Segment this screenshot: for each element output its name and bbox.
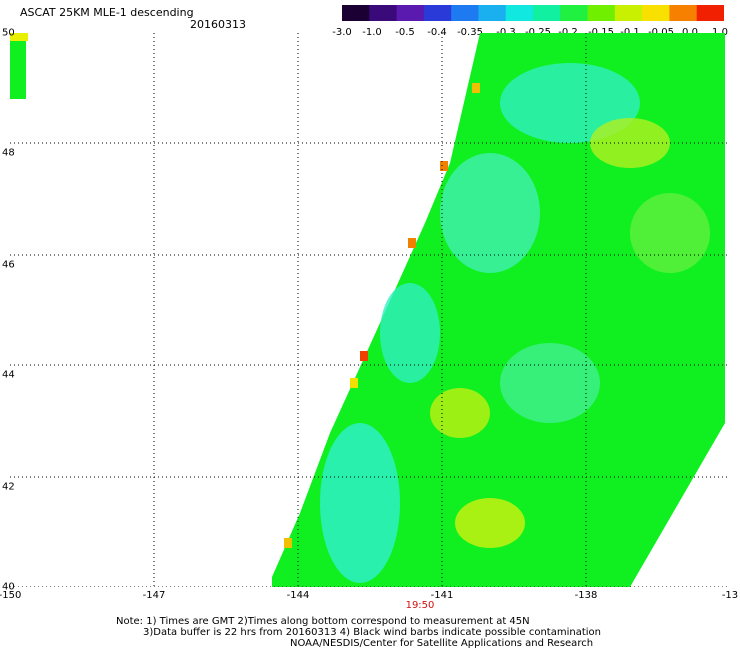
time-label: 19:50 [405,600,435,611]
legend-swatch [505,5,534,21]
map-plot [10,33,730,587]
legend-swatch [614,5,643,21]
legend-tick-label: -0.15 [588,27,614,38]
latitude-tick-label: 44 [2,369,15,381]
legend-tick-label: -0.5 [395,27,415,38]
legend-swatch [642,5,670,21]
edge-highlight [408,238,416,248]
wind-speed-patch [630,193,710,273]
map-date: 20160313 [190,18,246,31]
legend-tick-label: -0.4 [427,27,447,38]
note-line-1: Note: 1) Times are GMT 2)Times along bot… [116,616,530,627]
longitude-tick-label: -150 [0,590,22,601]
longitude-tick-label: -138 [574,590,598,601]
edge-highlight [350,378,358,388]
legend-swatch [396,5,425,21]
note-line-3: NOAA/NESDIS/Center for Satellite Applica… [290,638,594,649]
latitude-tick-label: 48 [2,147,15,159]
edge-highlight [440,161,448,171]
legend-swatch [451,5,479,21]
wind-speed-patch [500,63,640,143]
map-title: ASCAT 25KM MLE-1 descending [20,6,194,19]
latitude-tick-label: 40 [2,581,15,593]
longitude-tick-label: -13 [721,590,739,601]
edge-highlight [284,538,292,548]
legend-swatch [533,5,561,21]
wind-swath-fragment-edge [10,33,28,41]
wind-speed-patch [500,343,600,423]
longitude-tick-label: -147 [142,590,166,601]
wind-swath-fragment [10,33,26,99]
legend-tick-label: 0.0 [682,27,698,38]
legend-swatch [560,5,589,21]
legend-swatch [587,5,616,21]
latitude-tick-label: 42 [2,481,15,493]
legend-tick-label: -1.0 [362,27,382,38]
wind-speed-patch [380,283,440,383]
color-legend-bar [342,5,724,21]
legend-tick-label: -0.2 [558,27,578,38]
legend-swatch [478,5,507,21]
legend-tick-label: -0.3 [496,27,516,38]
wind-speed-patch [430,388,490,438]
legend-tick-label: -0.05 [648,27,674,38]
legend-tick-label: -3.0 [332,27,352,38]
wind-speed-patch [440,153,540,273]
legend-swatch [696,5,724,21]
latitude-tick-label: 50 [2,27,15,39]
longitude-tick-label: -144 [286,590,310,601]
legend-tick-label: -0.25 [525,27,551,38]
longitude-tick-label: -141 [430,590,454,601]
latitude-tick-label: 46 [2,259,15,271]
legend-swatch [423,5,452,21]
legend-tick-label: 1.0 [712,27,728,38]
legend-swatch [369,5,398,21]
wind-speed-patch [320,423,400,583]
legend-tick-label: -0.1 [620,27,640,38]
legend-swatch [669,5,698,21]
legend-tick-label: -0.35 [457,27,483,38]
edge-highlight [360,351,368,361]
wind-speed-patch [455,498,525,548]
note-line-2: 3)Data buffer is 22 hrs from 20160313 4)… [143,627,601,638]
edge-highlight [472,83,480,93]
legend-swatch [342,5,370,21]
